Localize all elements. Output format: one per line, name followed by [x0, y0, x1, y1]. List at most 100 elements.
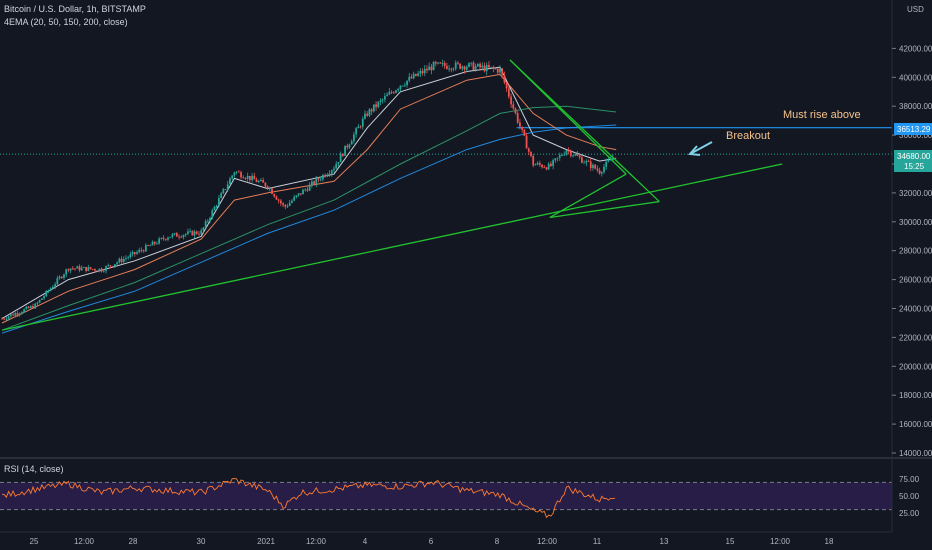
candle-body[interactable]	[284, 204, 287, 207]
candle-body[interactable]	[561, 155, 563, 156]
candle-body[interactable]	[122, 258, 125, 262]
candle-body[interactable]	[434, 61, 437, 64]
candle-body[interactable]	[419, 71, 422, 74]
candle-body[interactable]	[49, 288, 52, 291]
candle-body[interactable]	[29, 306, 32, 308]
rsi-axis[interactable]: 25.00 50.00 75.00	[899, 475, 920, 518]
ema-50-line[interactable]	[1, 73, 617, 324]
candle-body[interactable]	[25, 306, 28, 310]
candle-body[interactable]	[412, 73, 415, 79]
candle-body[interactable]	[237, 171, 240, 173]
candle-body[interactable]	[233, 172, 236, 176]
candle-body[interactable]	[532, 156, 535, 166]
candle-body[interactable]	[388, 92, 391, 95]
candle-body[interactable]	[578, 155, 581, 158]
candle-body[interactable]	[125, 258, 127, 259]
candle-body[interactable]	[589, 161, 592, 169]
candle-body[interactable]	[574, 154, 577, 156]
candle-body[interactable]	[583, 162, 586, 164]
candle-body[interactable]	[550, 163, 552, 166]
candle-body[interactable]	[530, 151, 532, 157]
candle-body[interactable]	[94, 269, 96, 271]
candle-body[interactable]	[255, 179, 258, 183]
candle-body[interactable]	[607, 160, 610, 162]
candle-body[interactable]	[516, 113, 519, 123]
candle-body[interactable]	[220, 193, 223, 199]
candle-body[interactable]	[534, 164, 537, 166]
candle-body[interactable]	[512, 104, 515, 109]
candle-body[interactable]	[198, 233, 200, 235]
candle-body[interactable]	[147, 245, 149, 246]
candle-body[interactable]	[605, 161, 608, 167]
candle-body[interactable]	[611, 157, 614, 160]
candle-body[interactable]	[494, 68, 497, 70]
candle-body[interactable]	[359, 126, 362, 128]
candle-body[interactable]	[503, 74, 506, 83]
candle-body[interactable]	[592, 164, 594, 169]
candle-body[interactable]	[74, 268, 76, 270]
candle-body[interactable]	[421, 71, 424, 74]
candle-body[interactable]	[304, 189, 307, 191]
projection-upper-trendline[interactable]	[509, 59, 660, 203]
candle-body[interactable]	[202, 227, 205, 231]
candle-body[interactable]	[43, 296, 45, 299]
candle-body[interactable]	[160, 237, 163, 239]
candle-body[interactable]	[295, 195, 298, 197]
candle-body[interactable]	[9, 314, 12, 317]
candle-body[interactable]	[96, 270, 99, 272]
candle-body[interactable]	[348, 144, 351, 148]
candle-body[interactable]	[27, 306, 30, 308]
candle-body[interactable]	[282, 203, 284, 205]
candle-body[interactable]	[408, 76, 411, 81]
candle-body[interactable]	[116, 262, 118, 265]
candle-body[interactable]	[443, 63, 446, 66]
candle-body[interactable]	[268, 188, 271, 190]
candle-body[interactable]	[191, 230, 194, 236]
candle-body[interactable]	[476, 63, 479, 67]
candle-body[interactable]	[463, 66, 466, 70]
candle-body[interactable]	[184, 233, 187, 236]
candle-body[interactable]	[131, 252, 134, 255]
candle-body[interactable]	[67, 269, 70, 271]
candle-body[interactable]	[36, 302, 39, 304]
candle-body[interactable]	[118, 258, 121, 263]
candle-body[interactable]	[65, 269, 68, 275]
candle-body[interactable]	[164, 239, 167, 240]
candle-body[interactable]	[52, 286, 54, 289]
candle-body[interactable]	[324, 174, 327, 177]
candle-body[interactable]	[248, 175, 251, 181]
candle-body[interactable]	[63, 274, 65, 278]
candle-body[interactable]	[585, 161, 588, 163]
candle-body[interactable]	[113, 264, 116, 267]
candle-body[interactable]	[315, 178, 318, 185]
candle-body[interactable]	[3, 318, 6, 320]
candle-body[interactable]	[576, 154, 579, 156]
candle-body[interactable]	[87, 267, 90, 271]
candle-body[interactable]	[507, 88, 510, 97]
candle-body[interactable]	[341, 153, 344, 156]
candle-body[interactable]	[246, 175, 249, 179]
candle-body[interactable]	[333, 168, 335, 171]
candle-body[interactable]	[492, 66, 495, 69]
candle-body[interactable]	[499, 68, 501, 73]
candle-body[interactable]	[395, 90, 397, 93]
candle-body[interactable]	[158, 238, 161, 244]
candle-body[interactable]	[293, 196, 296, 201]
candle-body[interactable]	[403, 85, 406, 86]
candle-body[interactable]	[525, 135, 528, 149]
candle-body[interactable]	[133, 252, 136, 254]
candle-body[interactable]	[335, 163, 338, 169]
candle-body[interactable]	[102, 270, 105, 272]
candle-body[interactable]	[437, 62, 439, 64]
candle-body[interactable]	[355, 128, 358, 135]
candle-body[interactable]	[156, 243, 158, 245]
candle-body[interactable]	[175, 233, 178, 237]
rsi-title[interactable]: RSI (14, close)	[4, 464, 64, 474]
candle-body[interactable]	[302, 189, 304, 195]
candle-body[interactable]	[527, 148, 530, 152]
candle-body[interactable]	[580, 157, 583, 163]
candle-body[interactable]	[178, 236, 180, 238]
candle-body[interactable]	[483, 65, 486, 72]
candle-body[interactable]	[554, 158, 557, 161]
